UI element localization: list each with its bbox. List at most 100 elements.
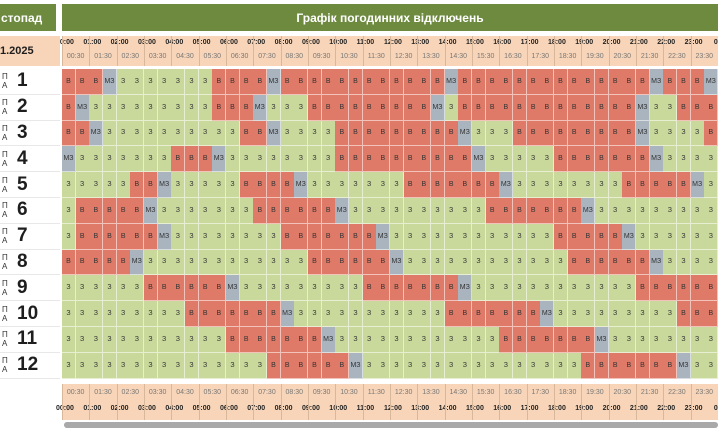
slot-cell[interactable]: З [198, 249, 213, 276]
slot-cell[interactable]: З [62, 301, 76, 327]
slot-cell[interactable]: З [185, 94, 199, 121]
slot-cell[interactable]: МЗ [376, 223, 391, 250]
slot-cell[interactable]: З [540, 352, 555, 379]
slot-cell[interactable]: В [144, 172, 158, 198]
slot-cell[interactable]: МЗ [458, 275, 473, 302]
slot-cell[interactable]: МЗ [390, 249, 404, 276]
slot-cell[interactable]: В [677, 69, 691, 95]
slot-cell[interactable]: В [280, 327, 295, 353]
slot-cell[interactable]: З [171, 327, 186, 353]
slot-cell[interactable]: В [62, 249, 76, 276]
slot-cell[interactable]: З [663, 301, 678, 327]
slot-cell[interactable]: В [622, 120, 637, 147]
slot-cell[interactable]: З [239, 249, 254, 276]
slot-cell[interactable]: В [75, 120, 90, 147]
slot-cell[interactable]: В [663, 352, 678, 379]
slot-cell[interactable]: В [499, 301, 514, 327]
slot-cell[interactable]: В [581, 120, 596, 147]
slot-cell[interactable]: З [267, 223, 281, 250]
slot-cell[interactable]: З [226, 172, 240, 198]
slot-cell[interactable]: З [677, 198, 691, 224]
slot-cell[interactable]: З [690, 249, 705, 276]
slot-cell[interactable]: В [253, 301, 268, 327]
slot-cell[interactable]: В [62, 94, 76, 121]
slot-cell[interactable]: З [349, 327, 363, 353]
slot-cell[interactable]: В [226, 69, 240, 95]
slot-cell[interactable]: В [567, 223, 582, 250]
slot-cell[interactable]: МЗ [349, 352, 363, 379]
slot-cell[interactable]: В [704, 94, 718, 121]
slot-cell[interactable]: З [253, 249, 268, 276]
slot-cell[interactable]: В [622, 146, 637, 173]
slot-cell[interactable]: В [608, 146, 623, 173]
slot-cell[interactable]: З [130, 69, 145, 95]
slot-cell[interactable]: В [198, 301, 213, 327]
slot-cell[interactable]: З [226, 146, 240, 173]
slot-cell[interactable]: З [62, 352, 76, 379]
slot-cell[interactable]: З [280, 146, 295, 173]
slot-cell[interactable]: В [581, 146, 596, 173]
slot-cell[interactable]: В [376, 69, 391, 95]
slot-cell[interactable]: В [267, 301, 281, 327]
slot-cell[interactable]: З [376, 352, 391, 379]
slot-cell[interactable]: В [540, 198, 555, 224]
slot-cell[interactable]: З [636, 301, 650, 327]
slot-cell[interactable]: З [690, 120, 705, 147]
slot-cell[interactable]: В [526, 94, 541, 121]
slot-cell[interactable]: МЗ [649, 146, 664, 173]
slot-cell[interactable]: В [362, 94, 377, 121]
slot-cell[interactable]: З [253, 352, 268, 379]
slot-cell[interactable]: З [554, 249, 568, 276]
slot-cell[interactable]: В [636, 249, 650, 276]
slot-cell[interactable]: В [554, 327, 568, 353]
slot-cell[interactable]: З [267, 146, 281, 173]
slot-cell[interactable]: В [513, 94, 527, 121]
slot-cell[interactable]: З [239, 352, 254, 379]
slot-cell[interactable]: В [226, 94, 240, 121]
slot-cell[interactable]: З [431, 223, 445, 250]
slot-cell[interactable]: З [636, 327, 650, 353]
slot-cell[interactable]: З [171, 94, 186, 121]
slot-cell[interactable]: З [513, 146, 527, 173]
slot-cell[interactable]: З [212, 327, 227, 353]
slot-cell[interactable]: З [704, 352, 718, 379]
slot-cell[interactable]: В [239, 301, 254, 327]
slot-cell[interactable]: З [663, 120, 678, 147]
slot-cell[interactable]: З [622, 327, 637, 353]
slot-cell[interactable]: З [608, 301, 623, 327]
slot-cell[interactable]: З [526, 352, 541, 379]
slot-cell[interactable]: В [636, 146, 650, 173]
slot-cell[interactable]: В [581, 352, 596, 379]
slot-cell[interactable]: В [198, 275, 213, 302]
slot-cell[interactable]: З [608, 327, 623, 353]
slot-cell[interactable]: З [540, 275, 555, 302]
slot-cell[interactable]: В [499, 198, 514, 224]
slot-cell[interactable]: З [431, 352, 445, 379]
slot-cell[interactable]: В [321, 198, 336, 224]
slot-cell[interactable]: З [226, 352, 240, 379]
slot-cell[interactable]: З [458, 198, 473, 224]
slot-cell[interactable]: В [540, 69, 555, 95]
slot-cell[interactable]: В [663, 172, 678, 198]
slot-cell[interactable]: З [89, 94, 104, 121]
slot-cell[interactable]: З [417, 327, 432, 353]
slot-cell[interactable]: З [472, 352, 486, 379]
slot-cell[interactable]: З [212, 172, 227, 198]
slot-cell[interactable]: З [103, 172, 117, 198]
slot-cell[interactable]: З [144, 146, 158, 173]
slot-cell[interactable]: В [608, 223, 623, 250]
slot-cell[interactable]: З [157, 120, 172, 147]
slot-cell[interactable]: В [513, 301, 527, 327]
slot-cell[interactable]: З [431, 327, 445, 353]
slot-cell[interactable]: В [376, 249, 391, 276]
slot-cell[interactable]: З [171, 198, 186, 224]
slot-cell[interactable]: З [226, 198, 240, 224]
slot-cell[interactable]: З [362, 172, 377, 198]
slot-cell[interactable]: З [690, 352, 705, 379]
slot-cell[interactable]: З [526, 275, 541, 302]
slot-cell[interactable]: В [458, 146, 473, 173]
slot-cell[interactable]: В [390, 146, 404, 173]
slot-cell[interactable]: З [267, 94, 281, 121]
slot-cell[interactable]: В [75, 249, 90, 276]
slot-cell[interactable]: В [677, 301, 691, 327]
